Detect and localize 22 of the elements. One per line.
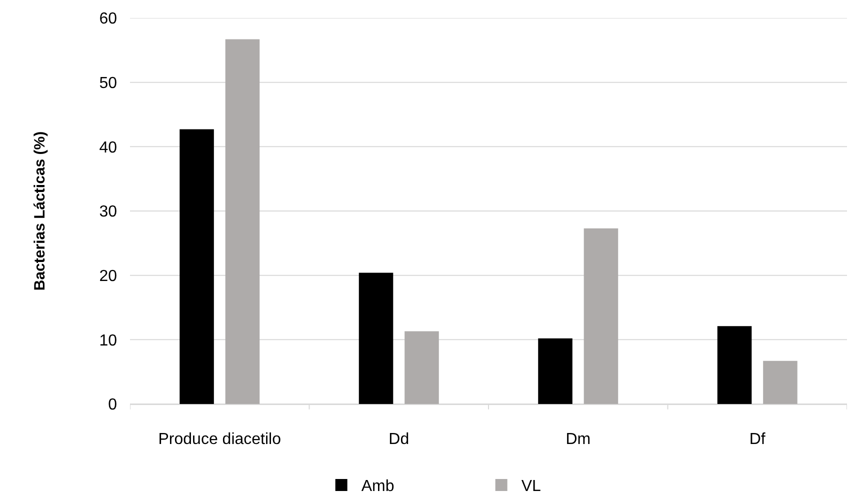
y-tick-label: 60 (99, 10, 118, 28)
bar (180, 129, 214, 404)
y-tick-label: 30 (99, 204, 118, 221)
bar (358, 272, 394, 404)
legend-label: VL (521, 478, 541, 496)
bar (538, 338, 572, 404)
y-tick-label: 10 (99, 332, 118, 350)
x-tick-label: Produce diacetilo (158, 431, 282, 448)
y-axis-title: Bacterias Lácticas (%) (31, 131, 48, 291)
bar (225, 39, 260, 404)
bar (717, 326, 752, 404)
x-tick-label: Dm (566, 431, 591, 448)
x-tick-label: Dd (388, 431, 410, 448)
y-tick-label: 40 (99, 139, 118, 156)
x-tick-label: Df (749, 431, 766, 448)
y-tick-label: 50 (99, 74, 118, 92)
y-tick-label: 20 (99, 268, 118, 285)
bar (404, 331, 439, 404)
bar (763, 360, 798, 404)
bar (584, 228, 618, 404)
y-tick-label: 0 (108, 396, 118, 414)
legend-label: Amb (361, 478, 394, 496)
